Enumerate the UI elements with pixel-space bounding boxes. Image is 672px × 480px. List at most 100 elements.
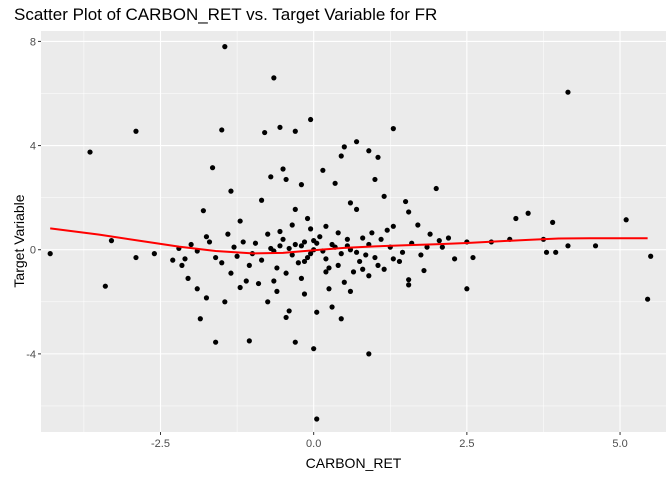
data-point bbox=[293, 340, 298, 345]
data-point bbox=[550, 220, 555, 225]
data-point bbox=[326, 265, 331, 270]
data-point bbox=[544, 250, 549, 255]
data-point bbox=[320, 168, 325, 173]
data-point bbox=[329, 304, 334, 309]
data-point bbox=[204, 234, 209, 239]
data-point bbox=[277, 243, 282, 248]
data-point bbox=[403, 199, 408, 204]
data-point bbox=[553, 250, 558, 255]
y-tick-label: -4 bbox=[26, 349, 36, 361]
data-point bbox=[302, 259, 307, 264]
data-point bbox=[259, 258, 264, 263]
data-point bbox=[271, 278, 276, 283]
data-point bbox=[446, 235, 451, 240]
plot-panel bbox=[41, 31, 666, 432]
data-point bbox=[247, 263, 252, 268]
data-point bbox=[308, 226, 313, 231]
data-point bbox=[354, 139, 359, 144]
data-point bbox=[421, 268, 426, 273]
data-point bbox=[213, 340, 218, 345]
data-point bbox=[342, 280, 347, 285]
data-point bbox=[375, 263, 380, 268]
data-point bbox=[225, 232, 230, 237]
data-point bbox=[133, 255, 138, 260]
data-point bbox=[299, 182, 304, 187]
data-point bbox=[645, 297, 650, 302]
data-point bbox=[265, 299, 270, 304]
data-point bbox=[565, 243, 570, 248]
data-point bbox=[406, 277, 411, 282]
data-point bbox=[213, 255, 218, 260]
data-point bbox=[241, 239, 246, 244]
data-point bbox=[372, 255, 377, 260]
data-point bbox=[244, 278, 249, 283]
data-point bbox=[336, 230, 341, 235]
data-point bbox=[336, 263, 341, 268]
data-point bbox=[437, 238, 442, 243]
data-point bbox=[271, 75, 276, 80]
data-point bbox=[326, 286, 331, 291]
data-point bbox=[624, 217, 629, 222]
data-point bbox=[238, 218, 243, 223]
data-point bbox=[323, 256, 328, 261]
data-point bbox=[234, 254, 239, 259]
data-point bbox=[305, 216, 310, 221]
data-point bbox=[378, 237, 383, 242]
data-point bbox=[207, 239, 212, 244]
data-point bbox=[280, 237, 285, 242]
data-point bbox=[369, 230, 374, 235]
data-point bbox=[219, 127, 224, 132]
data-point bbox=[427, 232, 432, 237]
data-point bbox=[366, 351, 371, 356]
data-point bbox=[287, 308, 292, 313]
data-point bbox=[513, 216, 518, 221]
data-point bbox=[222, 44, 227, 49]
data-point bbox=[391, 224, 396, 229]
data-point bbox=[308, 117, 313, 122]
y-tick-label: 4 bbox=[30, 141, 36, 153]
data-point bbox=[593, 243, 598, 248]
x-tick-label: 0.0 bbox=[306, 438, 321, 450]
data-point bbox=[189, 242, 194, 247]
data-point bbox=[366, 273, 371, 278]
x-axis-ticks: -2.5 0.0 2.5 5.0 bbox=[151, 432, 628, 450]
data-point bbox=[262, 130, 267, 135]
data-point bbox=[375, 155, 380, 160]
data-point bbox=[277, 229, 282, 234]
data-point bbox=[283, 315, 288, 320]
data-point bbox=[277, 125, 282, 130]
data-point bbox=[406, 282, 411, 287]
data-point bbox=[391, 256, 396, 261]
data-point bbox=[339, 316, 344, 321]
data-point bbox=[314, 416, 319, 421]
data-point bbox=[339, 251, 344, 256]
data-point bbox=[280, 166, 285, 171]
x-tick-label: 5.0 bbox=[612, 438, 627, 450]
data-point bbox=[109, 238, 114, 243]
data-point bbox=[222, 299, 227, 304]
y-axis-ticks: -4 0 4 8 bbox=[26, 36, 41, 360]
data-point bbox=[274, 289, 279, 294]
data-point bbox=[333, 181, 338, 186]
data-point bbox=[311, 346, 316, 351]
data-point bbox=[382, 267, 387, 272]
data-point bbox=[360, 235, 365, 240]
data-point bbox=[290, 222, 295, 227]
data-point bbox=[565, 90, 570, 95]
data-point bbox=[133, 129, 138, 134]
data-point bbox=[348, 289, 353, 294]
data-point bbox=[293, 242, 298, 247]
data-point bbox=[360, 267, 365, 272]
data-point bbox=[526, 211, 531, 216]
data-point bbox=[198, 316, 203, 321]
data-point bbox=[382, 194, 387, 199]
data-point bbox=[185, 276, 190, 281]
data-point bbox=[179, 263, 184, 268]
data-point bbox=[293, 129, 298, 134]
data-point bbox=[329, 242, 334, 247]
data-point bbox=[470, 255, 475, 260]
data-point bbox=[48, 251, 53, 256]
data-point bbox=[87, 149, 92, 154]
x-tick-label: -2.5 bbox=[151, 438, 170, 450]
data-point bbox=[103, 284, 108, 289]
